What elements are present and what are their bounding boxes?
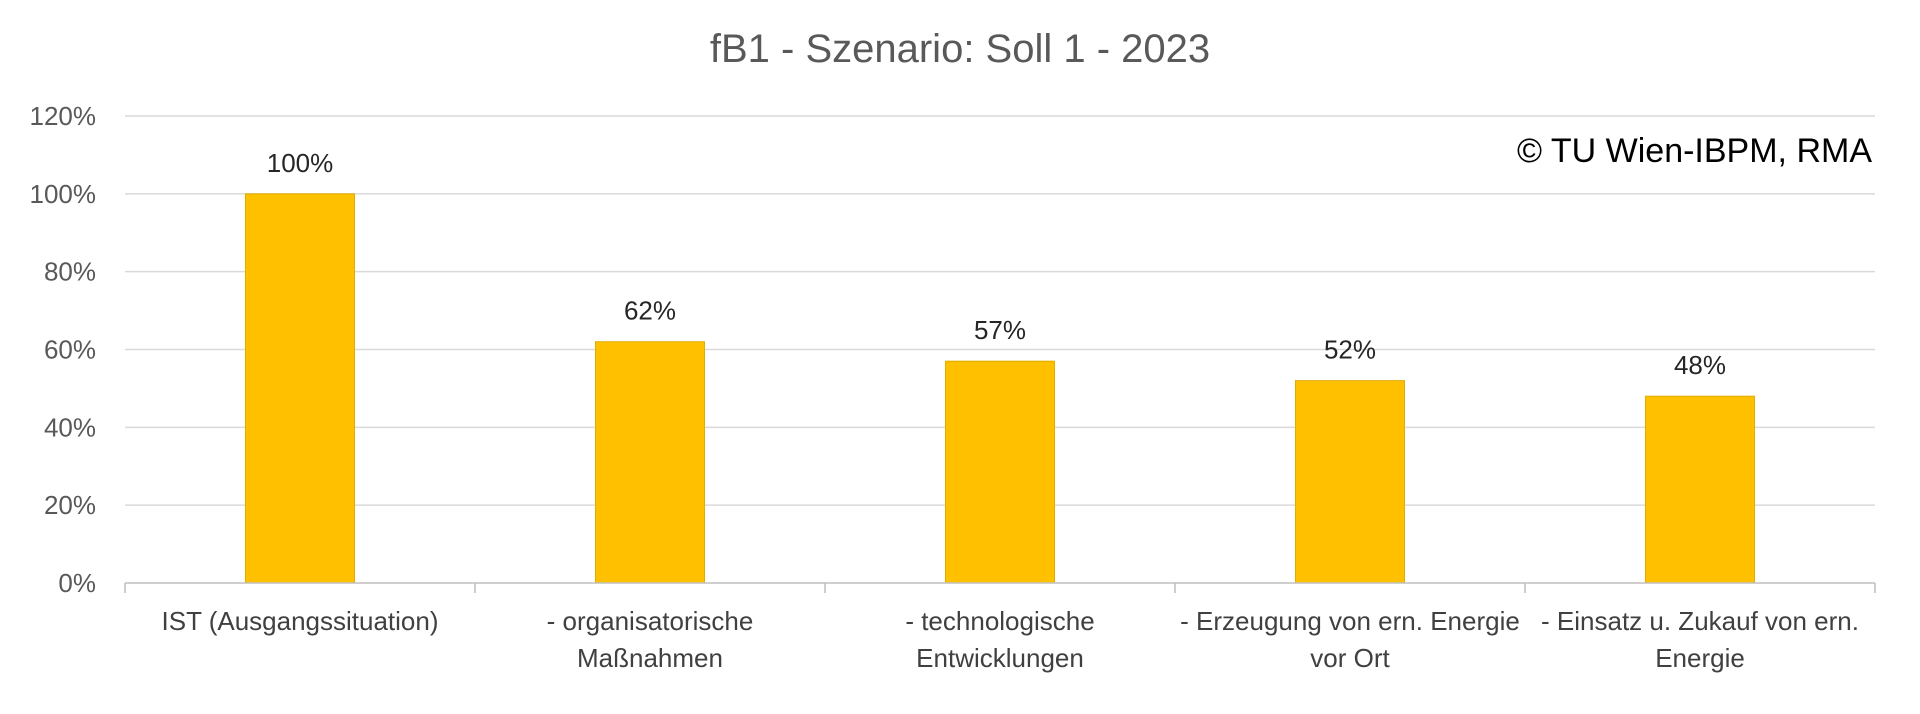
y-tick-label: 40% xyxy=(44,412,96,442)
x-category-label: vor Ort xyxy=(1310,643,1390,673)
data-label: 48% xyxy=(1674,350,1726,380)
data-label: 100% xyxy=(267,148,334,178)
x-axis-category-labels: IST (Ausgangssituation) - organisatorisch… xyxy=(162,606,1859,673)
x-category-label: - Einsatz u. Zukauf von ern. xyxy=(1541,606,1859,636)
x-category-label: Entwicklungen xyxy=(916,643,1084,673)
chart-title: fB1 - Szenario: Soll 1 - 2023 xyxy=(710,27,1210,71)
y-axis-tick-labels: 0% 20% 40% 60% 80% 100% 120% xyxy=(30,101,97,598)
bars xyxy=(245,193,1755,584)
bar xyxy=(945,360,1055,584)
x-axis xyxy=(124,582,1876,593)
x-category-label: - organisatorische xyxy=(547,606,754,636)
y-tick-label: 120% xyxy=(30,101,97,131)
x-category-label: Maßnahmen xyxy=(577,643,723,673)
data-label: 52% xyxy=(1324,335,1376,365)
y-tick-label: 80% xyxy=(44,257,96,287)
copyright-annotation: © TU Wien-IBPM, RMA xyxy=(1517,132,1872,170)
data-label: 62% xyxy=(624,296,676,326)
x-category-label: Energie xyxy=(1655,643,1745,673)
bar xyxy=(1645,395,1755,584)
data-label: 57% xyxy=(974,315,1026,345)
data-labels: 100% 62% 57% 52% 48% xyxy=(267,148,1726,380)
y-tick-label: 60% xyxy=(44,335,96,365)
x-category-label: - Erzeugung von ern. Energie xyxy=(1180,606,1520,636)
x-category-label: IST (Ausgangssituation) xyxy=(162,606,439,636)
x-category-label: - technologische xyxy=(905,606,1094,636)
bar xyxy=(595,341,705,584)
bar xyxy=(245,193,355,584)
bar xyxy=(1295,380,1405,584)
y-tick-label: 20% xyxy=(44,490,96,520)
y-tick-label: 0% xyxy=(58,568,96,598)
y-tick-label: 100% xyxy=(30,179,97,209)
gridlines xyxy=(125,115,1875,506)
